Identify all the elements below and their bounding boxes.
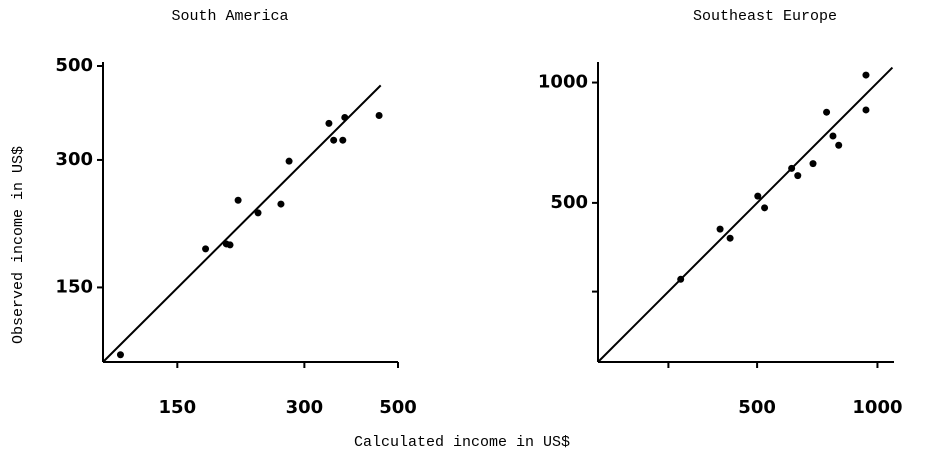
point (325, 119, 333, 127)
point (823, 108, 831, 116)
point (726, 234, 734, 242)
point (794, 172, 802, 180)
point (116, 351, 124, 359)
point (788, 164, 796, 172)
reference-line (597, 66, 894, 363)
point (754, 192, 762, 200)
y-axis-label: Observed income in US$ (10, 146, 27, 344)
x-tick-label: 500 (379, 397, 417, 418)
chart-title: South America (171, 8, 288, 25)
point (375, 112, 383, 120)
y-tick-label: 500 (55, 55, 93, 76)
point (202, 245, 210, 253)
point (862, 106, 870, 114)
point (835, 141, 843, 149)
x-tick-label: 300 (286, 397, 324, 418)
x-tick-label: 150 (159, 397, 197, 418)
y-tick-label: 300 (55, 149, 93, 170)
point (809, 160, 817, 168)
point (761, 204, 769, 212)
x-tick-label: 500 (738, 397, 776, 418)
reference-line (102, 84, 382, 363)
point (677, 275, 685, 283)
x-axis-label: Calculated income in US$ (354, 434, 570, 451)
y-tick-label: 150 (55, 276, 93, 297)
point (254, 209, 262, 217)
y-tick-label: 1000 (538, 72, 588, 93)
point (226, 241, 234, 249)
chart-title: Southeast Europe (693, 8, 837, 25)
y-tick-label: 500 (550, 192, 588, 213)
point (862, 71, 870, 79)
point (285, 157, 293, 165)
point (330, 136, 338, 144)
point (277, 200, 285, 208)
point (716, 225, 724, 233)
point (341, 113, 349, 121)
point (234, 196, 242, 204)
x-tick-label: 1000 (852, 397, 902, 418)
point (829, 132, 837, 140)
point (339, 136, 347, 144)
